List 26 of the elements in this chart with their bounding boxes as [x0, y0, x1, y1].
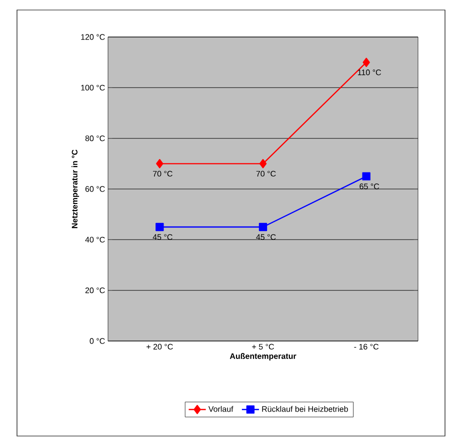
point [156, 222, 164, 232]
y-axis-title: Netztemperatur in °C [72, 150, 80, 228]
y-tick-label: 100 °C [81, 84, 105, 90]
x-tick-label: - 16 °C [354, 344, 379, 350]
data-label: 70 °C [256, 170, 276, 177]
y-tick-label: 60 °C [85, 186, 105, 192]
data-label: 110 °C [358, 70, 381, 76]
point [258, 222, 268, 232]
y-tick-label: 80 °C [85, 136, 105, 142]
legend-label: Rücklauf bei Heizbetrieb [262, 406, 348, 412]
x-axis-title: Außentemperatur [230, 353, 296, 361]
y-tick-label: 0 °C [90, 338, 105, 344]
data-label: 45 °C [152, 234, 172, 240]
point [259, 159, 267, 168]
point [362, 172, 370, 180]
y-tick-label: 40 °C [85, 236, 105, 242]
x-tick-label: + 20 °C [146, 344, 173, 350]
data-label: 45 °C [256, 234, 276, 240]
y-tick-label: 120 °C [81, 34, 105, 40]
point [362, 58, 370, 67]
x-tick-label: + 5 °C [252, 344, 274, 350]
point [156, 159, 164, 168]
y-tick-label: 20 °C [85, 288, 105, 294]
data-label: 70 °C [153, 170, 172, 177]
legend-label: Vorlauf [208, 406, 234, 412]
data-label: 65 °C [360, 184, 380, 190]
